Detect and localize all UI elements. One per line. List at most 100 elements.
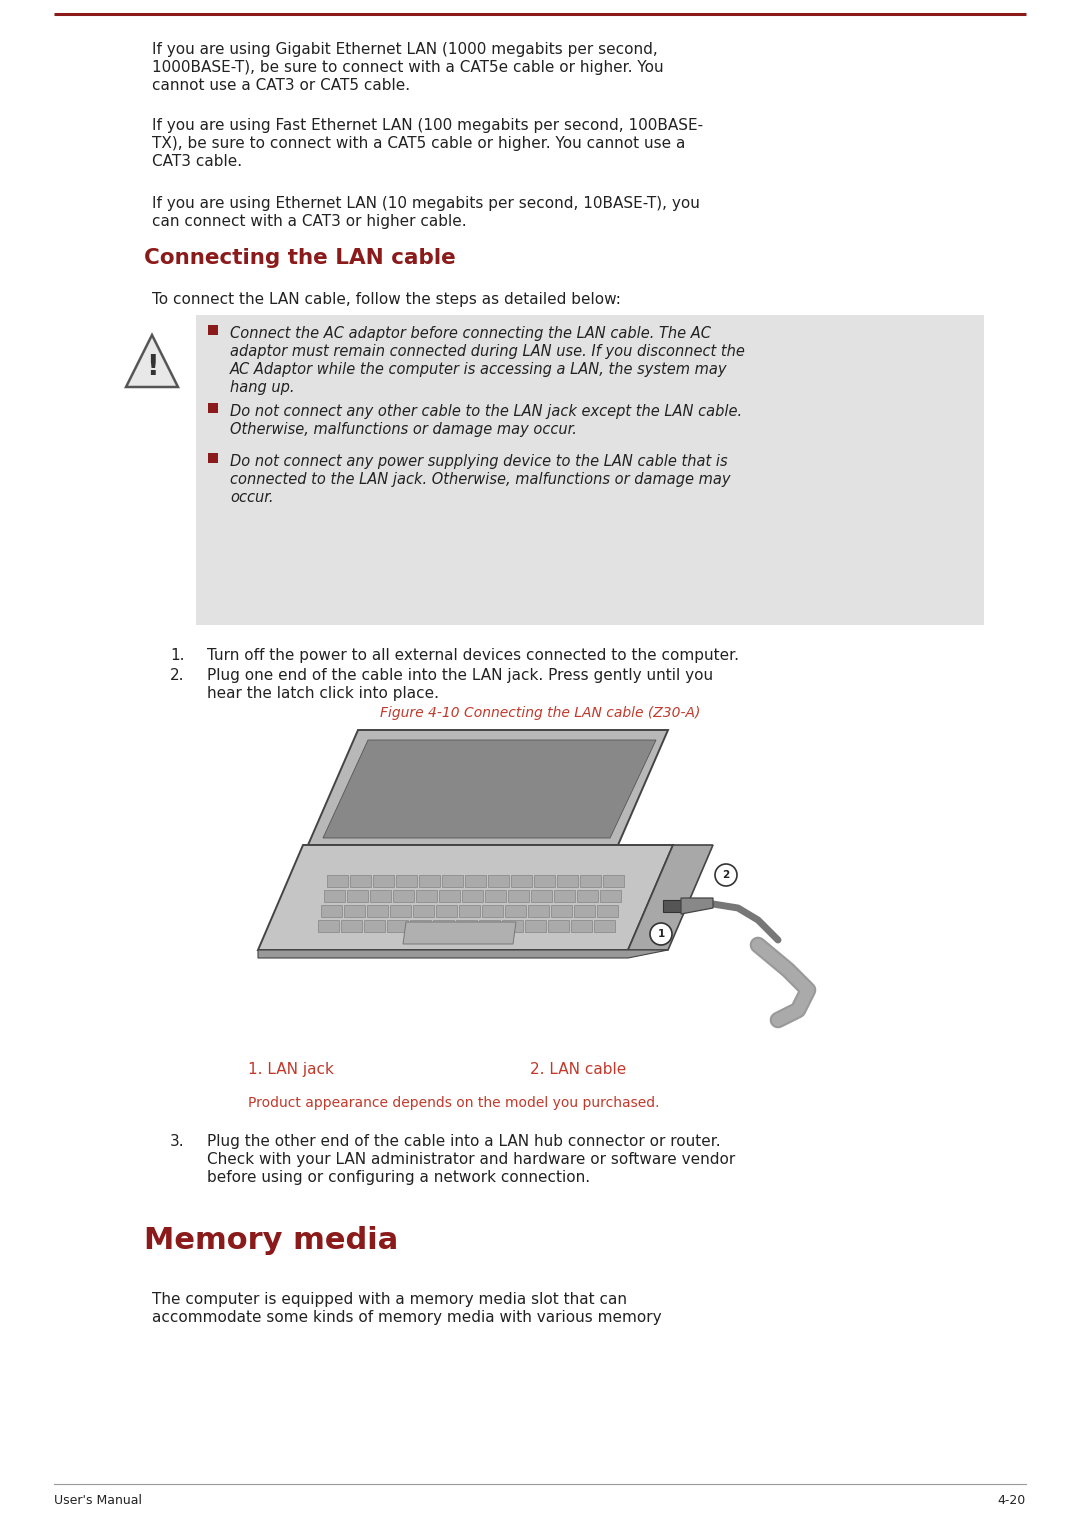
Text: AC Adaptor while the computer is accessing a LAN, the system may: AC Adaptor while the computer is accessi… bbox=[230, 362, 728, 377]
Text: Plug one end of the cable into the LAN jack. Press gently until you: Plug one end of the cable into the LAN j… bbox=[207, 668, 713, 683]
Polygon shape bbox=[396, 875, 417, 887]
Polygon shape bbox=[594, 920, 615, 932]
Text: Connecting the LAN cable: Connecting the LAN cable bbox=[144, 248, 456, 268]
Polygon shape bbox=[531, 890, 552, 902]
Polygon shape bbox=[393, 890, 414, 902]
Polygon shape bbox=[126, 335, 178, 386]
Polygon shape bbox=[603, 875, 624, 887]
Bar bbox=[208, 453, 218, 462]
Text: can connect with a CAT3 or higher cable.: can connect with a CAT3 or higher cable. bbox=[152, 214, 467, 230]
Polygon shape bbox=[456, 920, 477, 932]
Text: Connect the AC adaptor before connecting the LAN cable. The AC: Connect the AC adaptor before connecting… bbox=[230, 325, 711, 341]
Text: Figure 4-10 Connecting the LAN cable (Z30-A): Figure 4-10 Connecting the LAN cable (Z3… bbox=[380, 706, 700, 719]
Polygon shape bbox=[551, 905, 572, 917]
Text: User's Manual: User's Manual bbox=[54, 1494, 141, 1507]
Text: If you are using Gigabit Ethernet LAN (1000 megabits per second,: If you are using Gigabit Ethernet LAN (1… bbox=[152, 43, 658, 56]
Bar bbox=[208, 325, 218, 335]
Text: before using or configuring a network connection.: before using or configuring a network co… bbox=[207, 1170, 590, 1185]
Polygon shape bbox=[502, 920, 523, 932]
Polygon shape bbox=[488, 875, 509, 887]
Text: 1.: 1. bbox=[170, 648, 185, 663]
Text: 1. LAN jack: 1. LAN jack bbox=[248, 1062, 334, 1077]
Text: 2: 2 bbox=[723, 870, 730, 881]
Text: Do not connect any power supplying device to the LAN cable that is: Do not connect any power supplying devic… bbox=[230, 453, 728, 468]
Polygon shape bbox=[324, 890, 345, 902]
Text: 1: 1 bbox=[658, 929, 664, 938]
Polygon shape bbox=[505, 905, 526, 917]
Polygon shape bbox=[534, 875, 555, 887]
Polygon shape bbox=[436, 905, 457, 917]
Text: If you are using Ethernet LAN (10 megabits per second, 10BASE-T), you: If you are using Ethernet LAN (10 megabi… bbox=[152, 196, 700, 211]
Polygon shape bbox=[433, 920, 454, 932]
Text: Check with your LAN administrator and hardware or software vendor: Check with your LAN administrator and ha… bbox=[207, 1151, 735, 1167]
Polygon shape bbox=[258, 951, 669, 958]
Text: TX), be sure to connect with a CAT5 cable or higher. You cannot use a: TX), be sure to connect with a CAT5 cabl… bbox=[152, 135, 686, 151]
Polygon shape bbox=[480, 920, 500, 932]
Text: 2.: 2. bbox=[170, 668, 185, 683]
Text: 1000BASE-T), be sure to connect with a CAT5e cable or higher. You: 1000BASE-T), be sure to connect with a C… bbox=[152, 59, 663, 75]
Circle shape bbox=[715, 864, 737, 887]
Polygon shape bbox=[403, 922, 516, 945]
Polygon shape bbox=[387, 920, 408, 932]
Polygon shape bbox=[438, 890, 460, 902]
Text: !: ! bbox=[146, 353, 159, 382]
Polygon shape bbox=[600, 890, 621, 902]
Circle shape bbox=[650, 923, 672, 945]
Text: Product appearance depends on the model you purchased.: Product appearance depends on the model … bbox=[248, 1097, 660, 1110]
Text: connected to the LAN jack. Otherwise, malfunctions or damage may: connected to the LAN jack. Otherwise, ma… bbox=[230, 472, 730, 487]
Polygon shape bbox=[323, 741, 656, 838]
Polygon shape bbox=[318, 920, 339, 932]
Text: To connect the LAN cable, follow the steps as detailed below:: To connect the LAN cable, follow the ste… bbox=[152, 292, 621, 307]
Polygon shape bbox=[525, 920, 546, 932]
Text: 3.: 3. bbox=[170, 1135, 185, 1148]
Polygon shape bbox=[413, 905, 434, 917]
Polygon shape bbox=[554, 890, 575, 902]
Polygon shape bbox=[459, 905, 480, 917]
Polygon shape bbox=[347, 890, 368, 902]
Text: If you are using Fast Ethernet LAN (100 megabits per second, 100BASE-: If you are using Fast Ethernet LAN (100 … bbox=[152, 119, 703, 132]
Polygon shape bbox=[341, 920, 362, 932]
Polygon shape bbox=[416, 890, 437, 902]
Polygon shape bbox=[580, 875, 600, 887]
Polygon shape bbox=[410, 920, 431, 932]
Text: hear the latch click into place.: hear the latch click into place. bbox=[207, 686, 438, 701]
Polygon shape bbox=[577, 890, 598, 902]
Text: Memory media: Memory media bbox=[144, 1226, 399, 1255]
Polygon shape bbox=[370, 890, 391, 902]
Text: Plug the other end of the cable into a LAN hub connector or router.: Plug the other end of the cable into a L… bbox=[207, 1135, 720, 1148]
Polygon shape bbox=[465, 875, 486, 887]
Polygon shape bbox=[557, 875, 578, 887]
Text: occur.: occur. bbox=[230, 490, 273, 505]
Polygon shape bbox=[462, 890, 483, 902]
Polygon shape bbox=[373, 875, 394, 887]
Polygon shape bbox=[367, 905, 388, 917]
Polygon shape bbox=[508, 890, 529, 902]
Text: cannot use a CAT3 or CAT5 cable.: cannot use a CAT3 or CAT5 cable. bbox=[152, 78, 410, 93]
Polygon shape bbox=[321, 905, 342, 917]
Polygon shape bbox=[482, 905, 503, 917]
Text: adaptor must remain connected during LAN use. If you disconnect the: adaptor must remain connected during LAN… bbox=[230, 344, 745, 359]
Polygon shape bbox=[364, 920, 384, 932]
Polygon shape bbox=[597, 905, 618, 917]
Text: The computer is equipped with a memory media slot that can: The computer is equipped with a memory m… bbox=[152, 1291, 627, 1307]
Bar bbox=[208, 403, 218, 414]
Polygon shape bbox=[528, 905, 549, 917]
Polygon shape bbox=[573, 905, 595, 917]
Polygon shape bbox=[258, 846, 673, 951]
Text: CAT3 cable.: CAT3 cable. bbox=[152, 154, 242, 169]
Text: Otherwise, malfunctions or damage may occur.: Otherwise, malfunctions or damage may oc… bbox=[230, 421, 577, 437]
Polygon shape bbox=[681, 897, 713, 914]
Bar bbox=[663, 900, 681, 913]
Polygon shape bbox=[327, 875, 348, 887]
Polygon shape bbox=[390, 905, 411, 917]
Text: 4-20: 4-20 bbox=[998, 1494, 1026, 1507]
Polygon shape bbox=[308, 730, 669, 846]
Polygon shape bbox=[345, 905, 365, 917]
Polygon shape bbox=[548, 920, 569, 932]
Polygon shape bbox=[511, 875, 532, 887]
Polygon shape bbox=[485, 890, 507, 902]
Text: Do not connect any other cable to the LAN jack except the LAN cable.: Do not connect any other cable to the LA… bbox=[230, 405, 742, 418]
Text: hang up.: hang up. bbox=[230, 380, 295, 395]
Polygon shape bbox=[442, 875, 463, 887]
Polygon shape bbox=[350, 875, 372, 887]
